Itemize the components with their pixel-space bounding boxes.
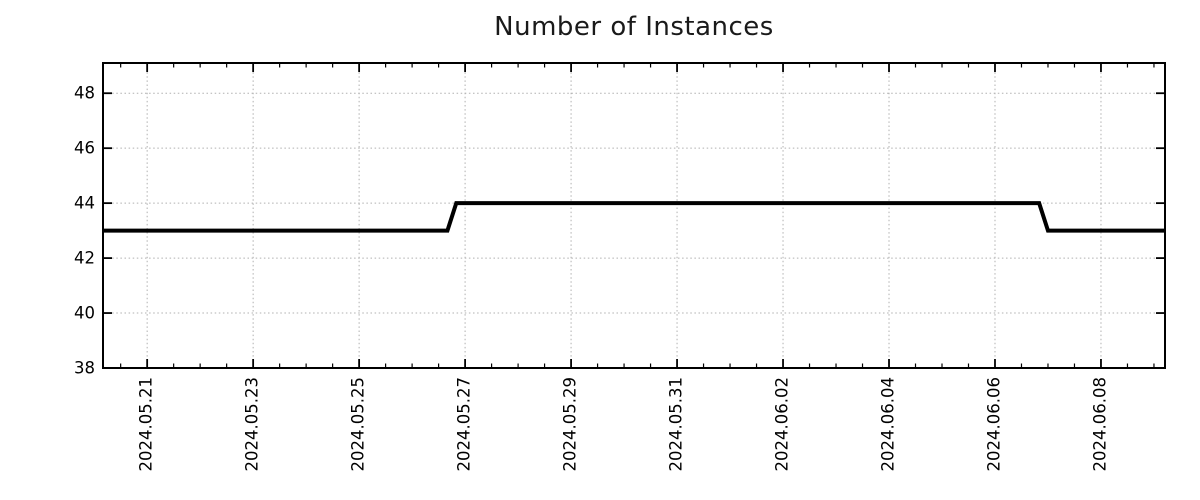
x-tick-label: 2024.05.29 <box>561 377 580 471</box>
y-tick-label: 46 <box>74 139 95 158</box>
y-tick-label: 38 <box>74 359 95 378</box>
chart-title: Number of Instances <box>494 12 774 42</box>
x-tick-label: 2024.05.25 <box>349 377 368 471</box>
x-tick-label: 2024.06.04 <box>879 377 898 471</box>
y-tick-label: 48 <box>74 84 95 103</box>
x-tick-label: 2024.05.27 <box>455 377 474 471</box>
x-tick-label: 2024.05.21 <box>137 377 156 471</box>
x-tick-label: 2024.05.31 <box>667 377 686 471</box>
y-tick-label: 42 <box>74 249 95 268</box>
y-tick-label: 40 <box>74 304 95 323</box>
y-tick-label: 44 <box>74 194 95 213</box>
x-tick-label: 2024.06.02 <box>773 377 792 471</box>
series-line <box>103 201 1165 233</box>
x-tick-label: 2024.05.23 <box>243 377 262 471</box>
x-tick-label: 2024.06.06 <box>984 377 1003 471</box>
x-tick-label: 2024.06.08 <box>1090 377 1109 471</box>
plot-border <box>102 62 1166 369</box>
